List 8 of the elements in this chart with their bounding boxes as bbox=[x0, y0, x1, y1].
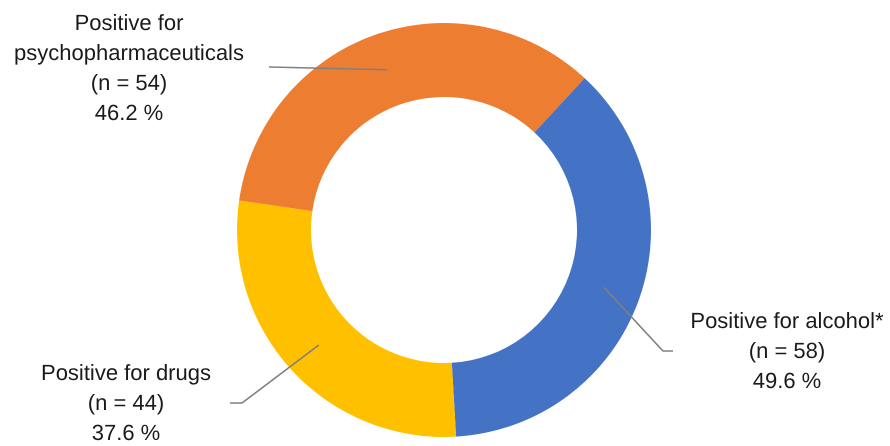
slice-label: Positive for alcohol* bbox=[690, 308, 884, 333]
data-label: (n = 58) 49.6 % bbox=[748, 338, 826, 393]
data-label: (n = 54) 46.2 % bbox=[90, 70, 168, 125]
donut-slice bbox=[452, 78, 651, 437]
slice-label: Positive for psychopharmaceuticals bbox=[14, 10, 244, 65]
slice-label: Positive for drugs bbox=[41, 360, 211, 385]
donut-slice bbox=[237, 200, 456, 437]
data-label: (n = 44) 37.6 % bbox=[88, 390, 164, 445]
